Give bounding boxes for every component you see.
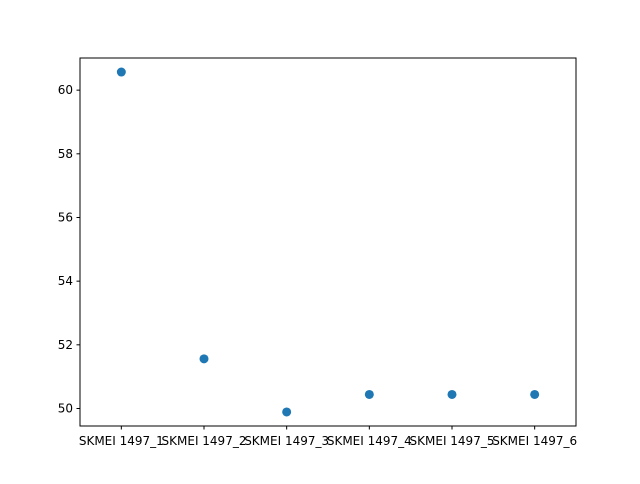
data-point [530, 389, 540, 399]
data-point [364, 389, 374, 399]
data-point [199, 354, 209, 364]
x-tick-label: SKMEI 1497_5 [410, 434, 495, 448]
x-tick-label: SKMEI 1497_4 [327, 434, 412, 448]
data-point [116, 67, 126, 77]
x-tick-label: SKMEI 1497_2 [162, 434, 247, 448]
x-tick-label: SKMEI 1497_6 [492, 434, 577, 448]
data-point [447, 389, 457, 399]
y-tick-label: 58 [58, 147, 73, 161]
x-tick-label: SKMEI 1497_3 [244, 434, 329, 448]
y-tick-label: 56 [58, 210, 73, 224]
y-tick-label: 52 [58, 338, 73, 352]
y-tick-label: 54 [58, 274, 73, 288]
x-tick-label: SKMEI 1497_1 [79, 434, 164, 448]
y-tick-label: 60 [58, 83, 73, 97]
data-point [282, 407, 292, 417]
plot-frame [79, 57, 577, 427]
y-tick-label: 50 [58, 401, 73, 415]
